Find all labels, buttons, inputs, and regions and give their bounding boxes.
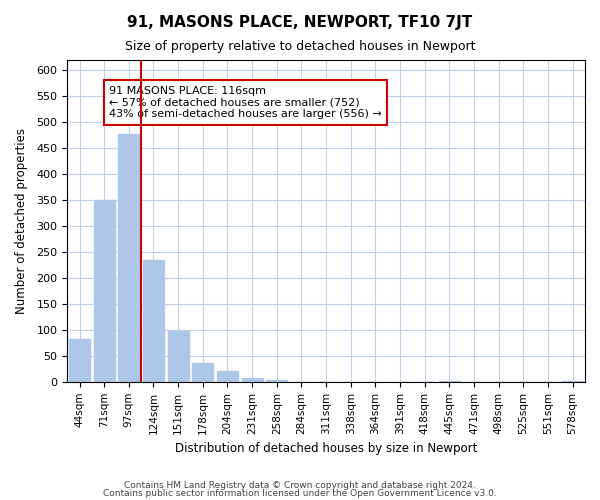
Bar — [143, 260, 164, 382]
Text: 91 MASONS PLACE: 116sqm
← 57% of detached houses are smaller (752)
43% of semi-d: 91 MASONS PLACE: 116sqm ← 57% of detache… — [109, 86, 382, 119]
Bar — [242, 378, 263, 382]
Text: Contains public sector information licensed under the Open Government Licence v3: Contains public sector information licen… — [103, 488, 497, 498]
Bar — [167, 332, 188, 382]
Text: Size of property relative to detached houses in Newport: Size of property relative to detached ho… — [125, 40, 475, 53]
Bar — [94, 200, 115, 382]
Text: 91, MASONS PLACE, NEWPORT, TF10 7JT: 91, MASONS PLACE, NEWPORT, TF10 7JT — [127, 15, 473, 30]
Bar — [266, 380, 287, 382]
Bar — [193, 362, 213, 382]
Bar — [562, 381, 583, 382]
Bar — [439, 381, 460, 382]
Text: Contains HM Land Registry data © Crown copyright and database right 2024.: Contains HM Land Registry data © Crown c… — [124, 481, 476, 490]
Y-axis label: Number of detached properties: Number of detached properties — [15, 128, 28, 314]
X-axis label: Distribution of detached houses by size in Newport: Distribution of detached houses by size … — [175, 442, 477, 455]
Bar — [118, 134, 139, 382]
Bar — [217, 372, 238, 382]
Bar — [69, 338, 90, 382]
